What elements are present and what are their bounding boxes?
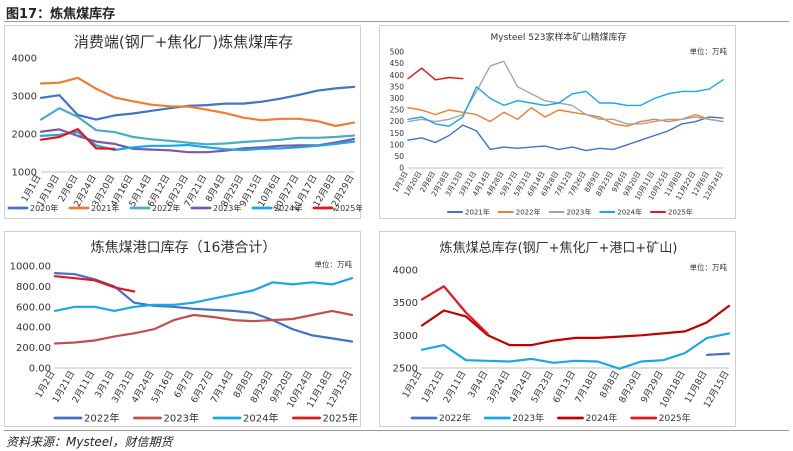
y-tick-label: 4000 (12, 54, 37, 65)
y-tick-label: 2500 (393, 364, 418, 375)
series-line-2023年 (420, 332, 731, 370)
y-tick-label: 800.00 (16, 282, 51, 293)
series-line-2020年 (39, 85, 356, 121)
series-line-2023年 (407, 60, 724, 125)
legend-label: 2025年 (668, 207, 693, 216)
chart-svg-total: 炼焦煤总库存(钢厂+焦化厂+港口+矿山) 单位：万吨 2500 3000 3500 400… (393, 240, 732, 424)
series-line-2025年 (407, 67, 464, 81)
legend-label: 2023年 (512, 412, 544, 424)
series-line-2024年 (420, 304, 731, 347)
legend-label: 2025年 (335, 203, 362, 213)
series-line-2024年 (53, 277, 354, 312)
chart-title: 炼焦煤港口库存（16港合计） (91, 240, 277, 256)
legend-label: 2023年 (213, 203, 241, 213)
y-tick-label: 400 (390, 71, 405, 80)
legend-label: 2023年 (164, 412, 199, 425)
unit-label: 单位：万吨 (690, 46, 728, 56)
legend-label: 2021年 (465, 207, 490, 216)
series-line-2024年 (39, 131, 356, 152)
chart-svg-consumer: 消费端(钢厂+焦化厂)炼焦煤库存10002000300040001月1日1月19… (7, 33, 362, 214)
y-tick-label: 300 (390, 94, 405, 103)
chart-title: Mysteel 523家样本矿山精煤库存 (491, 31, 627, 43)
series-line-2022年 (407, 107, 724, 127)
y-tick-label: 2000 (12, 130, 37, 141)
series-line-2023年 (39, 128, 356, 154)
y-tick-label: 0 (399, 164, 404, 173)
y-tick-label: 100 (390, 140, 405, 149)
legend-label: 2021年 (91, 203, 119, 213)
legend-label: 2025年 (323, 412, 358, 425)
chart-title: 炼焦煤总库存(钢厂+焦化厂+港口+矿山) (440, 240, 678, 256)
legend-label: 2024年 (617, 207, 642, 216)
y-tick-label: 3000 (393, 331, 418, 342)
source-note: 资料来源：Mysteel，财信期货 (6, 435, 173, 449)
series-line-2022年 (706, 352, 731, 356)
y-tick-label: 150 (390, 129, 405, 138)
legend-label: 2022年 (516, 207, 541, 216)
y-tick-label: 250 (390, 106, 405, 115)
y-tick-label: 0.00 (29, 364, 51, 375)
top-rule (4, 21, 789, 22)
legend-label: 2022年 (152, 203, 180, 213)
y-tick-label: 1000.00 (10, 262, 51, 273)
x-tick-label: 8月8日 (598, 369, 622, 400)
legend-label: 2022年 (84, 412, 119, 425)
y-tick-label: 400.00 (16, 323, 51, 334)
series-line-2025年 (53, 275, 136, 293)
y-tick-label: 500 (390, 48, 405, 57)
figure-title: 图17：炼焦煤库存 (6, 7, 116, 22)
y-tick-label: 200 (390, 117, 405, 126)
bottom-rule (4, 430, 789, 431)
legend-label: 2024年 (586, 412, 618, 424)
chart-panel-total-stock: 炼焦煤总库存(钢厂+焦化厂+港口+矿山) 单位：万吨 2500 3000 3500 400… (379, 231, 736, 427)
y-tick-label: 200.00 (16, 343, 51, 354)
legend-label: 2023年 (567, 207, 592, 216)
series-line-2021年 (39, 76, 356, 128)
series-line-2025年 (39, 128, 116, 150)
series-line-2021年 (407, 116, 724, 152)
series-line-2025年 (420, 285, 489, 336)
series-line-2023年 (53, 309, 354, 345)
chart-panel-consumer-stock: 消费端(钢厂+焦化厂)炼焦煤库存 1000 2000 3000 4000 1月1日 1月19… (4, 25, 362, 219)
y-tick-label: 3500 (393, 298, 418, 309)
unit-label: 单位：万吨 (315, 259, 353, 269)
chart-svg-port: 炼焦煤港口库存（16港合计） 单位：万吨 0.00 200.00 400.00 600.0… (10, 240, 358, 425)
y-tick-label: 50 (394, 152, 404, 161)
y-tick-label: 1000 (12, 168, 37, 179)
series-line-2022年 (39, 107, 356, 146)
x-tick-label: 3月4日 (466, 369, 490, 400)
chart-panel-port-stock: 炼焦煤港口库存（16港合计） 单位：万吨 0.00 200.00 400.00 600.0… (4, 231, 361, 427)
chart-panel-mine-stock: Mysteel 523家样本矿山精煤库存单位：万吨 0 50 100 150 200 250… (379, 25, 736, 219)
legend-label: 2024年 (274, 203, 302, 213)
legend-label: 2024年 (243, 412, 278, 425)
series-line-2024年 (407, 79, 724, 127)
y-tick-label: 450 (390, 59, 405, 68)
y-tick-label: 600.00 (16, 302, 51, 313)
legend-label: 2020年 (30, 203, 58, 213)
y-tick-label: 4000 (393, 266, 418, 277)
y-tick-label: 3000 (12, 92, 37, 103)
y-tick-label: 350 (390, 82, 405, 91)
chart-title: 消费端(钢厂+焦化厂)炼焦煤库存 (74, 33, 293, 51)
legend-label: 2025年 (659, 412, 691, 424)
legend-label: 2022年 (439, 412, 471, 424)
unit-label: 单位：万吨 (690, 262, 728, 272)
